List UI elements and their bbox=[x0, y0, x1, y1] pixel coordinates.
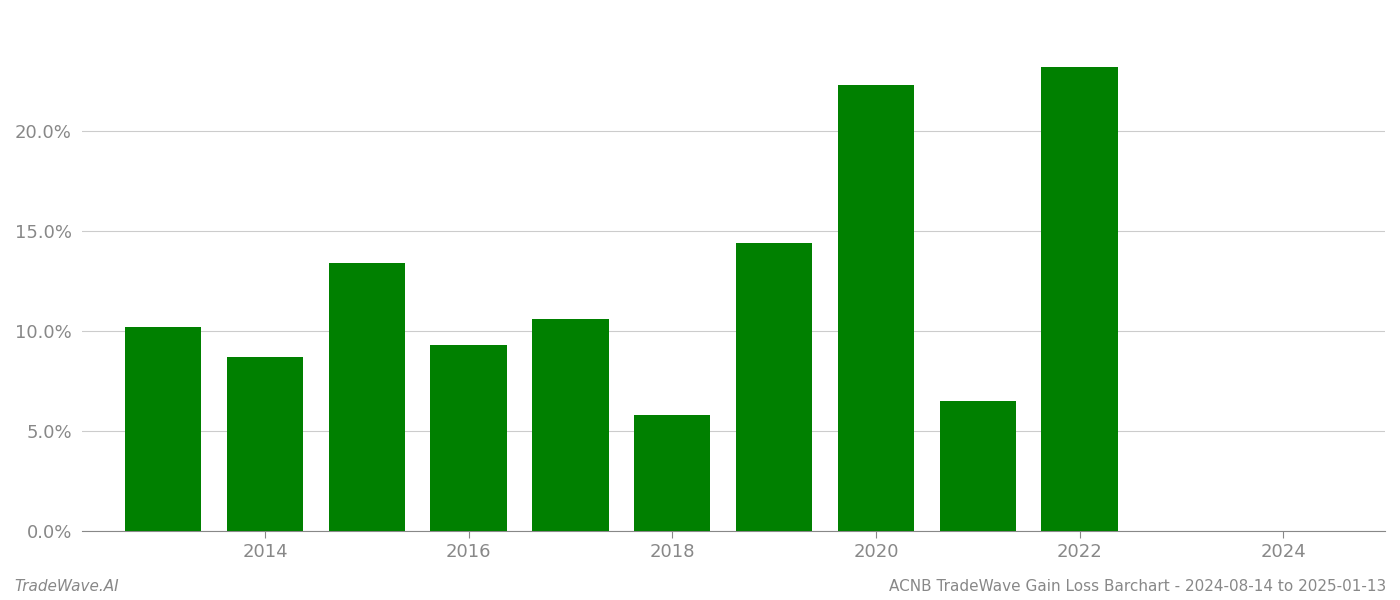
Bar bbox=[837, 85, 914, 531]
Bar bbox=[430, 345, 507, 531]
Bar bbox=[125, 327, 202, 531]
Bar bbox=[227, 357, 304, 531]
Bar bbox=[532, 319, 609, 531]
Bar bbox=[1042, 67, 1117, 531]
Text: ACNB TradeWave Gain Loss Barchart - 2024-08-14 to 2025-01-13: ACNB TradeWave Gain Loss Barchart - 2024… bbox=[889, 579, 1386, 594]
Bar bbox=[939, 401, 1016, 531]
Bar bbox=[736, 243, 812, 531]
Text: TradeWave.AI: TradeWave.AI bbox=[14, 579, 119, 594]
Bar bbox=[329, 263, 405, 531]
Bar bbox=[634, 415, 710, 531]
